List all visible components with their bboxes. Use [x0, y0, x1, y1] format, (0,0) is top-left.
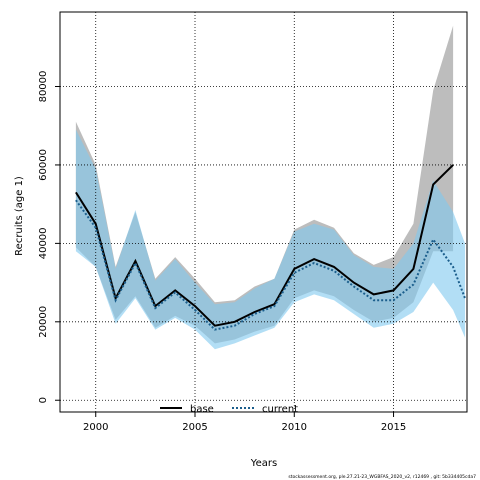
y-tick-label-0: 0	[38, 397, 49, 403]
band-current	[75, 129, 466, 350]
x-tick-label-2015: 2015	[381, 422, 406, 433]
y-tick-label-20000: 20000	[38, 306, 49, 338]
y-axis-label: Recruits (age 1)	[14, 176, 25, 256]
x-tick-label-2005: 2005	[182, 422, 207, 433]
x-axis-label: Years	[250, 458, 277, 469]
legend-label-base: base	[190, 404, 214, 415]
y-tick-label-40000: 40000	[38, 227, 49, 259]
y-tick-label-80000: 80000	[38, 71, 49, 103]
x-axis: 2000 2005 2010 2015	[83, 412, 406, 433]
x-tick-label-2000: 2000	[83, 422, 108, 433]
legend-label-current: current	[262, 404, 298, 415]
credit-text: stockassessment.org, ple.27.21-23_WGBFAS…	[288, 474, 476, 480]
line-current	[75, 199, 466, 331]
grid-lines	[60, 12, 467, 412]
y-tick-label-60000: 60000	[38, 149, 49, 181]
confidence-bands	[75, 25, 466, 350]
y-axis: 0 20000 40000 60000 80000	[38, 71, 60, 403]
x-tick-label-2010: 2010	[282, 422, 307, 433]
legend: base current	[160, 404, 298, 415]
series-lines	[75, 164, 466, 331]
plot-frame	[59, 11, 468, 413]
